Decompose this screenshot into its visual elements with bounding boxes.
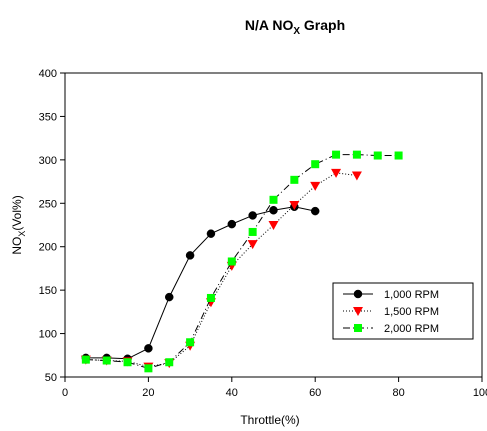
y-tick-label-150: 150 bbox=[39, 285, 57, 297]
y-tick-label-250: 250 bbox=[39, 198, 57, 210]
data-point-s0-9 bbox=[269, 205, 278, 215]
data-point-s2-5 bbox=[186, 338, 195, 347]
data-point-s2-10 bbox=[290, 175, 299, 184]
y-axis-label: NOX(Vol%) bbox=[10, 195, 27, 254]
data-point-s2-12 bbox=[332, 150, 341, 159]
data-point-s0-7 bbox=[227, 219, 237, 229]
chart-title-subscript: X bbox=[293, 26, 300, 37]
data-point-s2-3 bbox=[144, 364, 153, 373]
data-point-s1-10 bbox=[289, 201, 300, 211]
y-tick-label-200: 200 bbox=[39, 242, 57, 254]
data-point-s2-13 bbox=[352, 150, 361, 159]
data-point-s1-12 bbox=[331, 168, 342, 178]
plot-area: 0 20 40 60 80 100 50 100 150 200 250 300 350 400 bbox=[39, 68, 487, 399]
y-tick-label-300: 300 bbox=[39, 155, 57, 167]
x-tick-label-0: 0 bbox=[62, 387, 68, 399]
data-point-s2-8 bbox=[248, 227, 257, 236]
y-tick-label-100: 100 bbox=[39, 329, 57, 341]
data-point-s2-14 bbox=[373, 151, 382, 160]
data-point-s2-9 bbox=[269, 195, 278, 204]
data-point-s0-5 bbox=[185, 251, 195, 260]
data-point-s1-9 bbox=[268, 221, 279, 230]
data-point-s1-13 bbox=[351, 171, 362, 181]
x-axis-label: Throttle(%) bbox=[240, 413, 299, 427]
data-point-s1-11 bbox=[310, 181, 321, 191]
series-line-2 bbox=[85, 154, 399, 369]
y-tick-label-350: 350 bbox=[39, 111, 57, 123]
data-point-s2-15 bbox=[394, 151, 403, 160]
legend-label-1: 1,500 RPM bbox=[384, 306, 439, 318]
data-point-s0-8 bbox=[248, 211, 257, 220]
x-tick-label-20: 20 bbox=[142, 387, 154, 399]
data-point-s2-1 bbox=[102, 356, 111, 365]
data-point-s1-8 bbox=[247, 240, 258, 250]
legend-marker-1 bbox=[353, 307, 363, 316]
x-tick-label-100: 100 bbox=[473, 387, 487, 399]
data-point-s0-6 bbox=[206, 229, 216, 238]
legend: 1,000 RPM 1,500 RPM 2,000 RPM bbox=[332, 282, 474, 340]
x-tick-label-60: 60 bbox=[309, 387, 321, 399]
data-point-s2-0 bbox=[81, 355, 90, 364]
data-point-s2-6 bbox=[206, 293, 215, 302]
y-tick-label-50: 50 bbox=[45, 372, 57, 384]
x-tick-label-80: 80 bbox=[392, 387, 404, 399]
series-line-0 bbox=[85, 206, 316, 360]
data-point-s0-4 bbox=[165, 292, 174, 302]
y-tick-label-400: 400 bbox=[39, 68, 57, 80]
plot-frame bbox=[64, 72, 483, 378]
legend-marker-0 bbox=[353, 289, 363, 299]
legend-label-2: 2,000 RPM bbox=[384, 323, 439, 335]
data-point-s2-11 bbox=[311, 160, 320, 169]
legend-label-0: 1,000 RPM bbox=[384, 289, 439, 301]
data-point-s2-2 bbox=[123, 358, 132, 367]
series-line-1 bbox=[85, 172, 357, 368]
data-point-s2-4 bbox=[165, 358, 174, 367]
chart-title: N/A NOX Graph bbox=[245, 17, 345, 37]
data-point-s0-11 bbox=[310, 206, 320, 216]
legend-marker-2 bbox=[354, 324, 362, 332]
x-tick-label-40: 40 bbox=[226, 387, 238, 399]
data-point-s2-7 bbox=[227, 257, 236, 266]
y-axis-label-subscript: X bbox=[17, 231, 27, 237]
data-point-s0-3 bbox=[144, 344, 153, 353]
